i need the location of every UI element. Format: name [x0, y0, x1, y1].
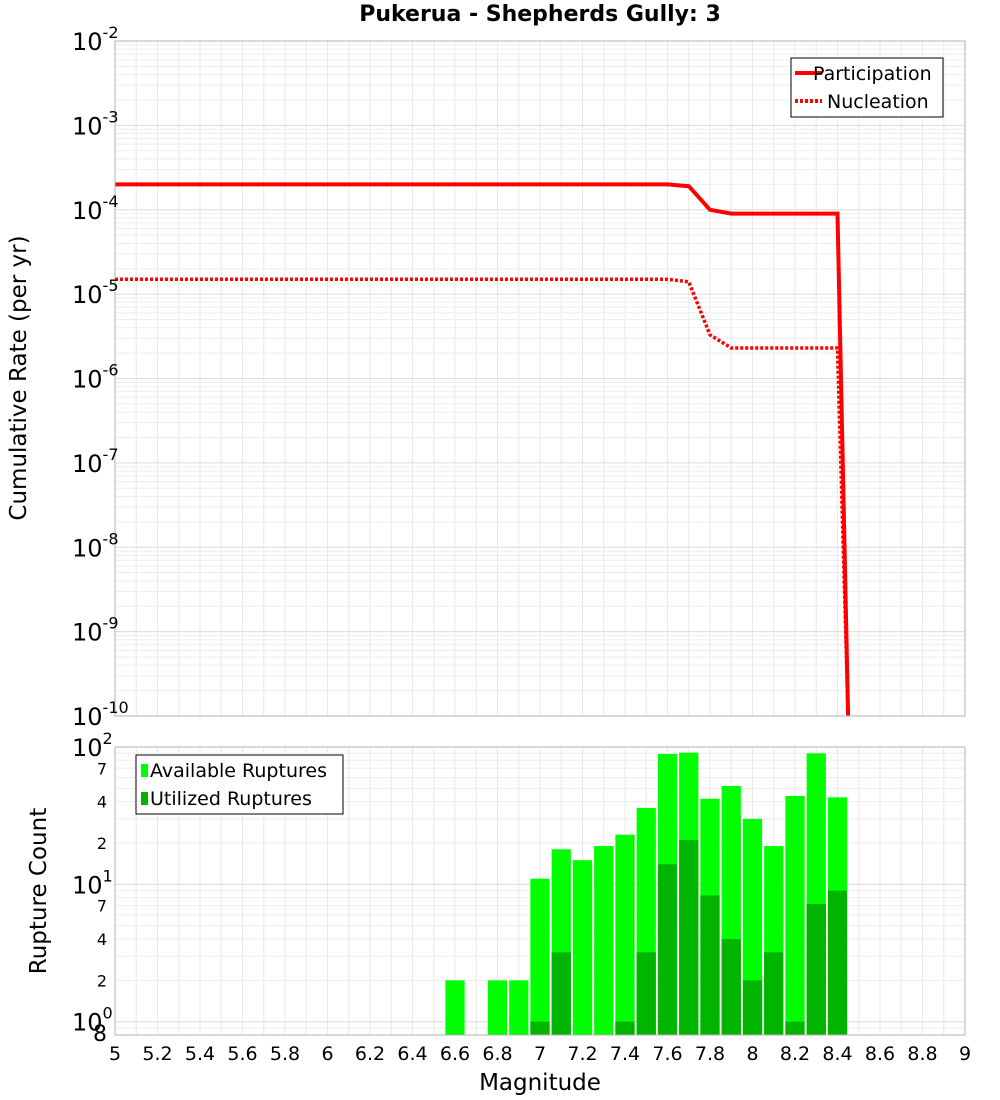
legend-swatch-available [141, 764, 148, 777]
legend-swatch-utilized [141, 792, 148, 805]
x-tick-label: 5.8 [270, 1043, 300, 1065]
y-tick-label: 10-10 [72, 698, 129, 731]
y-minor-tick-label: 4 [97, 793, 107, 812]
bar-utilized [530, 1021, 550, 1035]
top-plot-series [115, 182, 851, 717]
x-tick-label: 5 [109, 1043, 121, 1065]
y-tick-label: 10-3 [72, 107, 119, 140]
y-tick-label: 10-5 [72, 276, 119, 309]
bar-utilized [742, 980, 763, 1035]
y-minor-tick-label: 2 [97, 834, 107, 853]
x-tick-label: 6.4 [397, 1043, 427, 1065]
bar-utilized [636, 952, 656, 1035]
bar-utilized [721, 939, 741, 1035]
series-line-nucleation [115, 277, 850, 717]
bar-utilized [806, 903, 826, 1035]
x-tick-label: 8 [746, 1043, 758, 1065]
bar-available [615, 834, 635, 1035]
bar-available [445, 980, 465, 1035]
x-tick-label: 9 [959, 1043, 971, 1065]
x-tick-label: 8.4 [822, 1043, 852, 1065]
legend-box [790, 57, 944, 118]
y-minor-tick-label: 2 [97, 971, 107, 990]
y-minor-tick-label: 4 [97, 930, 107, 949]
y-minor-tick-label: 8 [93, 1022, 107, 1047]
legend-label-nucleation: Nucleation [827, 91, 929, 113]
y-tick-label: 10-6 [72, 361, 119, 394]
bottom-legend: Available Ruptures Utilized Ruptures [135, 754, 344, 815]
x-axis-label: Magnitude [479, 1070, 601, 1096]
chart-title: Pukerua - Shepherds Gully: 3 [359, 2, 721, 27]
x-tick-label: 7.8 [695, 1043, 725, 1065]
x-tick-label: 8.6 [865, 1043, 895, 1065]
bar-available [594, 846, 614, 1035]
x-tick-labels: 5 5.2 5.4 5.6 5.8 6 6.2 6.4 6.6 6.8 7 7.2 7.4 7.6 7.8 8… [109, 1043, 971, 1065]
bar-available [530, 878, 550, 1035]
x-tick-label: 8.2 [780, 1043, 810, 1065]
bar-available [487, 980, 508, 1035]
bottom-plot-frame [114, 746, 966, 1036]
top-legend: Participation Nucleation [790, 57, 944, 118]
x-tick-label: 6 [321, 1043, 333, 1065]
bar-utilized [615, 1021, 635, 1035]
bar-utilized [764, 952, 784, 1035]
top-y-axis-label: Cumulative Rate (per yr) [6, 235, 32, 520]
y-tick-label: 10-7 [72, 445, 119, 478]
x-tick-label: 7.2 [567, 1043, 597, 1065]
x-tick-label: 7.6 [652, 1043, 682, 1065]
bar-utilized [657, 864, 678, 1035]
bar-utilized [551, 952, 571, 1035]
x-tick-label: 6.8 [482, 1043, 512, 1065]
y-tick-label: 100 [72, 1004, 113, 1037]
y-tick-label: 10-4 [72, 192, 119, 225]
y-minor-tick-label: 7 [97, 759, 107, 778]
x-tick-label: 7 [534, 1043, 546, 1065]
bar-available [785, 795, 805, 1035]
legend-label-utilized: Utilized Ruptures [150, 788, 312, 810]
top-plot-grid [114, 41, 966, 717]
y-tick-label: 10-9 [72, 614, 119, 647]
y-minor-tick-label: 7 [97, 897, 107, 916]
bottom-y-axis-label: Rupture Count [26, 808, 52, 974]
bar-available [572, 860, 593, 1035]
x-tick-label: 5.6 [227, 1043, 257, 1065]
bottom-y-tick-labels: 100 101 102 8 2 4 7 2 4 7 [72, 729, 113, 1047]
legend-box [135, 754, 344, 815]
y-tick-label: 10-8 [72, 529, 119, 562]
y-tick-label: 102 [72, 729, 113, 762]
x-tick-label: 6.2 [355, 1043, 385, 1065]
legend-label-participation: Participation [813, 63, 932, 85]
x-tick-label: 6.6 [440, 1043, 470, 1065]
top-plot-frame [114, 40, 966, 717]
x-tick-label: 5.4 [185, 1043, 215, 1065]
bar-utilized [827, 890, 848, 1035]
y-tick-label: 101 [72, 866, 113, 899]
bar-available [509, 980, 529, 1035]
bar-utilized [679, 840, 699, 1035]
bar-utilized [785, 1021, 805, 1035]
x-tick-label: 8.8 [907, 1043, 937, 1065]
y-tick-label: 10-2 [72, 23, 119, 56]
x-tick-label: 5.2 [142, 1043, 172, 1065]
bottom-plot-bars [445, 752, 848, 1035]
top-y-tick-labels: 10-10 10-9 10-8 10-7 10-6 10-5 10-4 10-3 10-2 [72, 23, 129, 731]
bar-utilized [700, 895, 720, 1035]
legend-label-available: Available Ruptures [150, 760, 327, 782]
series-line-participation [115, 182, 851, 717]
x-tick-label: 7.4 [610, 1043, 640, 1065]
